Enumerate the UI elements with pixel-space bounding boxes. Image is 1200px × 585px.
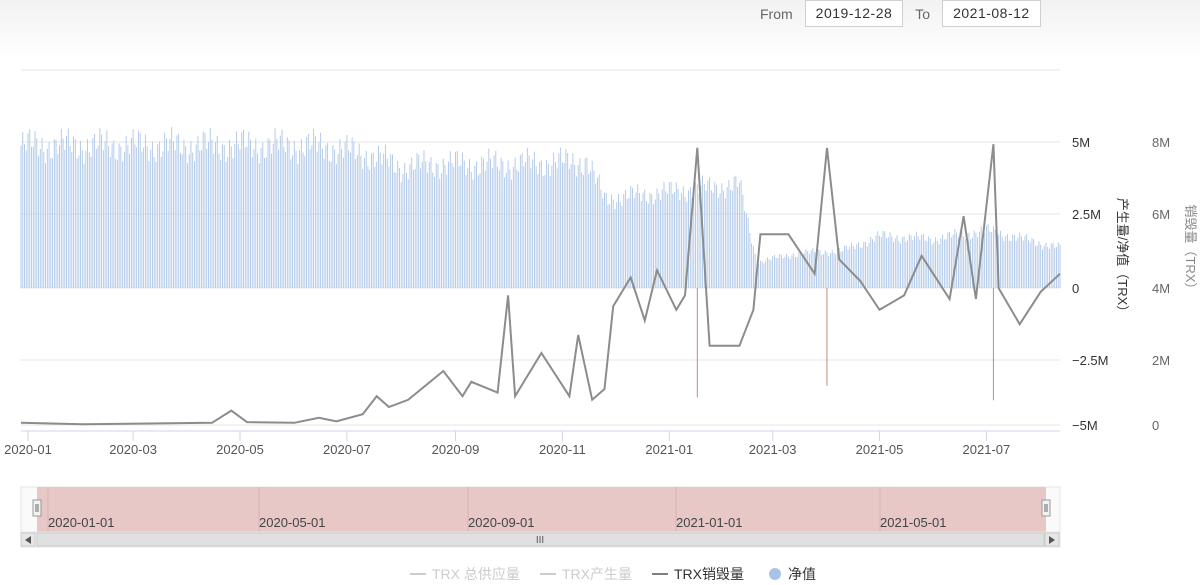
legend-item-label[interactable]: TRX销毁量 xyxy=(674,566,744,582)
from-date-input[interactable]: 2019-12-28 xyxy=(804,0,904,27)
left-axis-tick-label: −2.5M xyxy=(1072,353,1109,368)
right-axis-tick-label: 2M xyxy=(1152,353,1170,368)
navigator-date-label: 2020-01-01 xyxy=(48,515,115,530)
x-axis-tick-label: 2021-01 xyxy=(645,442,693,457)
legend-item-label[interactable]: TRX 总供应量 xyxy=(432,566,520,582)
left-axis-tick-label: 0 xyxy=(1072,281,1079,296)
scrollbar-thumb[interactable] xyxy=(36,532,1045,547)
legend-item-label[interactable]: TRX产生量 xyxy=(562,566,632,582)
from-label: From xyxy=(760,5,793,22)
right-axis-tick-label: 0 xyxy=(1152,418,1159,433)
x-axis-tick-label: 2021-03 xyxy=(749,442,797,457)
x-axis-tick-label: 2020-01 xyxy=(4,442,52,457)
x-axis-tick-label: 2020-03 xyxy=(109,442,157,457)
left-axis-tick-label: −5M xyxy=(1072,418,1098,433)
navigator-date-label: 2021-01-01 xyxy=(676,515,743,530)
legend-item-label[interactable]: 净值 xyxy=(788,566,816,582)
x-axis-tick-label: 2020-11 xyxy=(539,442,586,457)
legend-dot-icon xyxy=(769,568,781,580)
burn-series-line xyxy=(20,144,1061,426)
navigator-date-label: 2020-09-01 xyxy=(468,515,535,530)
scrollbar-grip: III xyxy=(536,535,544,546)
x-axis-tick-label: 2020-07 xyxy=(323,442,371,457)
navigator-date-label: 2020-05-01 xyxy=(259,515,326,530)
right-axis-tick-label: 8M xyxy=(1152,135,1170,150)
right-axis-tick-label: 6M xyxy=(1152,207,1170,222)
right-axis-title: 销毁量（TRX） xyxy=(1183,204,1198,295)
x-axis-tick-label: 2020-05 xyxy=(216,442,264,457)
navigator-date-label: 2021-05-01 xyxy=(880,515,947,530)
date-range-selector: From 2019-12-28 To 2021-08-12 xyxy=(760,0,1053,27)
left-axis-title: 产生量/净值（TRX） xyxy=(1115,198,1130,319)
x-axis-tick-label: 2020-09 xyxy=(432,442,480,457)
navigator-left-handle[interactable] xyxy=(32,499,42,517)
x-axis-tick-label: 2021-05 xyxy=(856,442,904,457)
chevron-left-icon xyxy=(25,536,31,544)
chevron-right-icon xyxy=(1049,536,1055,544)
navigator-right-handle[interactable] xyxy=(1041,499,1051,517)
right-axis-tick-label: 4M xyxy=(1152,281,1170,296)
x-axis-tick-label: 2021-07 xyxy=(963,442,1011,457)
left-axis-tick-label: 2.5M xyxy=(1072,207,1101,222)
to-date-input[interactable]: 2021-08-12 xyxy=(942,0,1041,27)
left-axis-tick-label: 5M xyxy=(1072,135,1090,150)
navigator-selected-range[interactable] xyxy=(37,487,1046,532)
to-label: To xyxy=(915,5,931,22)
